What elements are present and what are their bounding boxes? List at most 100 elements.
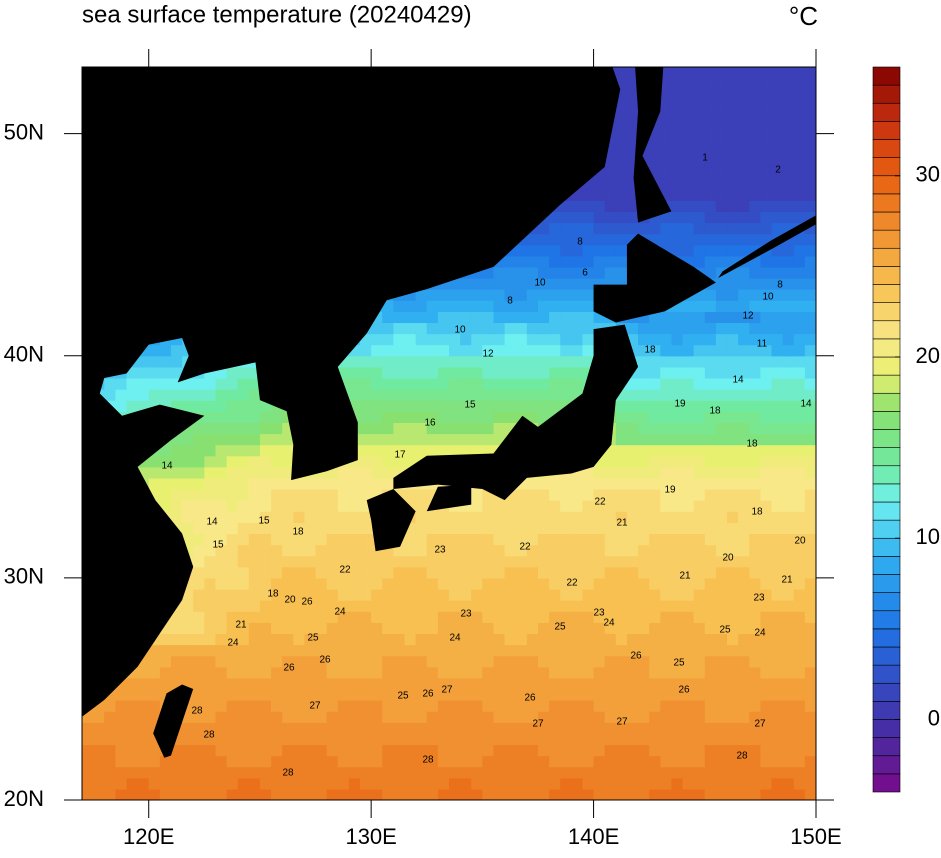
sst-cell	[215, 511, 228, 523]
sst-cell	[771, 422, 784, 435]
sst-cell	[649, 233, 661, 246]
sst-cell	[337, 711, 350, 723]
sst-cell	[738, 500, 750, 512]
sst-cell	[193, 511, 205, 523]
sst-cell	[593, 244, 606, 257]
sst-cell	[504, 577, 517, 590]
sst-cell	[560, 255, 572, 268]
sst-cell	[182, 788, 194, 800]
sst-cell	[215, 600, 228, 612]
sst-cell	[504, 588, 517, 601]
colorbar-box	[872, 628, 901, 648]
sst-cell	[493, 733, 506, 746]
sst-cell	[626, 144, 639, 157]
sst-cell	[582, 344, 595, 357]
sst-cell	[727, 511, 739, 523]
sst-cell	[515, 489, 528, 501]
sst-cell	[704, 477, 717, 490]
sst-cell	[449, 622, 461, 635]
sst-cell	[582, 755, 595, 768]
sst-cell	[526, 711, 539, 723]
sst-cell	[515, 688, 528, 701]
sst-cell	[682, 466, 695, 479]
sst-cell	[360, 666, 372, 679]
sst-cell	[793, 489, 806, 501]
sst-cell	[526, 766, 539, 779]
sst-cell	[782, 688, 795, 701]
sst-cell	[549, 566, 561, 579]
sst-cell	[393, 389, 406, 401]
sst-cell	[793, 333, 806, 346]
sst-cell	[682, 666, 695, 679]
sst-cell	[749, 244, 761, 257]
sst-cell	[704, 511, 717, 523]
sst-cell	[537, 322, 550, 335]
sst-cell	[704, 233, 717, 246]
sst-cell	[693, 655, 706, 668]
sst-cell	[771, 477, 784, 490]
sst-cell	[804, 222, 816, 235]
sst-cell	[738, 78, 750, 90]
sst-cell	[704, 155, 717, 168]
sst-cell	[638, 777, 650, 790]
sst-cell	[782, 100, 795, 113]
sst-cell	[582, 744, 595, 757]
sst-cell	[804, 266, 816, 279]
sst-cell	[682, 211, 695, 224]
contour-label: 26	[678, 685, 690, 696]
sst-cell	[471, 289, 483, 301]
landmass	[593, 233, 716, 323]
sst-cell	[660, 600, 673, 612]
y-tick-label: 50N	[4, 119, 44, 144]
sst-cell	[404, 744, 417, 757]
sst-cell	[426, 411, 439, 423]
sst-cell	[360, 611, 372, 623]
colorbar-box	[872, 392, 901, 412]
sst-cell	[793, 122, 806, 135]
sst-cell	[571, 466, 584, 479]
sst-cell	[449, 300, 461, 312]
sst-cell	[804, 622, 816, 635]
contour-label: 21	[679, 571, 691, 582]
sst-cell	[82, 711, 94, 723]
sst-cell	[515, 700, 528, 712]
sst-cell	[571, 500, 584, 512]
sst-cell	[148, 344, 161, 357]
sst-cell	[760, 588, 773, 601]
sst-cell	[204, 622, 217, 635]
sst-cell	[560, 566, 572, 579]
sst-cell	[159, 500, 172, 512]
sst-cell	[526, 500, 539, 512]
contour-label: 24	[449, 633, 461, 644]
sst-cell	[749, 700, 761, 712]
sst-cell	[315, 744, 328, 757]
sst-cell	[449, 677, 461, 690]
sst-cell	[793, 633, 806, 646]
sst-cell	[638, 400, 650, 412]
sst-cell	[593, 477, 606, 490]
sst-cell	[704, 766, 717, 779]
sst-cell	[571, 244, 584, 257]
sst-cell	[515, 266, 528, 279]
sst-cell	[471, 666, 483, 679]
sst-cell	[204, 477, 217, 490]
sst-cell	[460, 500, 472, 512]
sst-cell	[449, 588, 461, 601]
sst-cell	[204, 377, 217, 390]
sst-cell	[482, 655, 495, 668]
sst-cell	[304, 755, 317, 768]
sst-cell	[315, 733, 328, 746]
sst-cell	[526, 633, 539, 646]
sst-cell	[248, 566, 261, 579]
sst-cell	[371, 588, 383, 601]
sst-cell	[237, 722, 250, 734]
sst-cell	[182, 700, 194, 712]
sst-cell	[515, 588, 528, 601]
sst-cell	[671, 544, 684, 557]
sst-cell	[727, 677, 739, 690]
sst-cell	[660, 322, 673, 335]
sst-cell	[471, 533, 483, 546]
sst-cell	[282, 433, 294, 446]
contour-label: 24	[603, 618, 615, 629]
sst-cell	[749, 355, 761, 368]
